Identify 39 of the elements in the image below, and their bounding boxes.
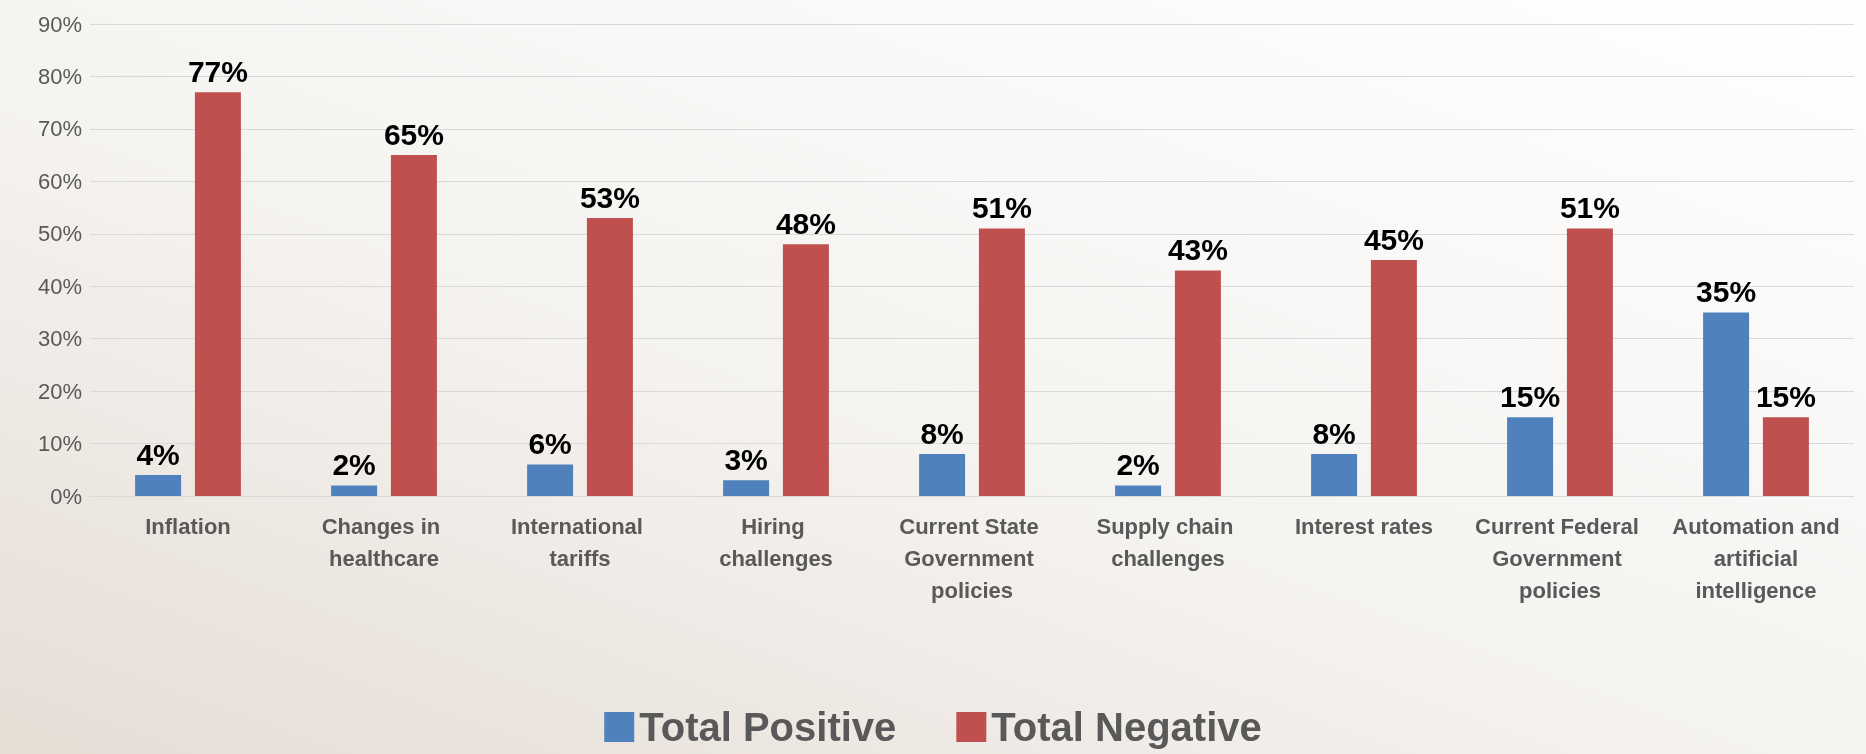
data-label: 8%	[1312, 416, 1356, 450]
data-label: 2%	[1116, 448, 1160, 482]
data-label: 2%	[332, 448, 376, 482]
x-tick-label: International tariffs	[510, 513, 650, 571]
y-tick-label: 50%	[37, 221, 82, 247]
legend-label: Total Negative	[991, 705, 1262, 749]
y-tick-label: 10%	[37, 431, 82, 457]
data-label: 51%	[1559, 191, 1620, 225]
y-tick-label: 70%	[37, 116, 82, 142]
y-tick-label: 20%	[37, 378, 82, 404]
y-tick-label: 90%	[37, 11, 82, 37]
data-label: 45%	[1363, 222, 1424, 256]
data-label: 35%	[1696, 274, 1757, 308]
data-label: 77%	[187, 54, 248, 88]
data-label: 3%	[724, 442, 768, 476]
data-label: 48%	[775, 206, 836, 240]
x-tick-label: Interest rates	[1294, 513, 1434, 539]
y-tick-label: 40%	[37, 273, 82, 299]
data-label: 6%	[528, 427, 572, 461]
x-tick-label: Hiring challenges	[719, 513, 833, 571]
x-tick-label: Current Federal Government policies	[1475, 513, 1645, 603]
data-label: 8%	[920, 416, 964, 450]
data-label: 43%	[1167, 232, 1228, 266]
y-tick-label: 30%	[37, 326, 82, 352]
data-label: 65%	[383, 117, 444, 151]
data-label: 15%	[1500, 379, 1561, 413]
x-tick-label: Inflation	[145, 513, 231, 539]
data-label: 15%	[1755, 379, 1816, 413]
x-tick-label: Changes in healthcare	[321, 513, 447, 571]
y-tick-label: 0%	[50, 483, 82, 509]
data-label: 4%	[136, 437, 180, 471]
y-tick-label: 80%	[37, 63, 82, 89]
data-label: 53%	[579, 180, 640, 214]
x-tick-label: Current State Government policies	[899, 513, 1045, 603]
x-tick-label: Supply chain challenges	[1096, 513, 1240, 571]
x-tick-label: Automation and artificial intelligence	[1672, 513, 1840, 603]
y-tick-label: 60%	[37, 168, 82, 194]
data-label: 51%	[971, 191, 1032, 225]
legend-label: Total Positive	[639, 705, 897, 749]
